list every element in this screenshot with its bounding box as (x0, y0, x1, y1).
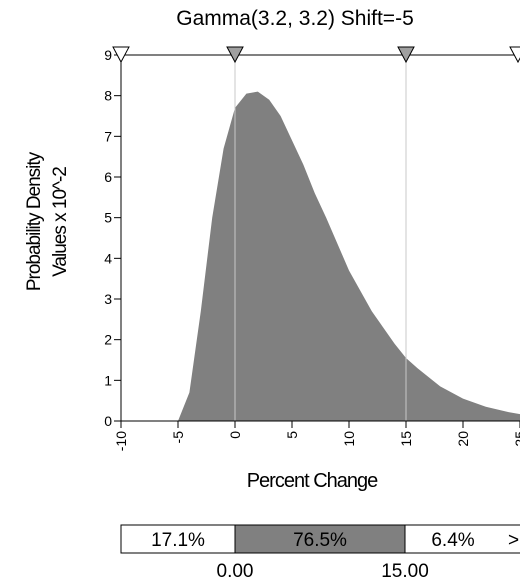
x-tick-label-5: 15 (398, 431, 414, 447)
x-tick-label-2: 0 (227, 431, 243, 439)
band-label-2: 6.4% (431, 530, 474, 551)
band-label-1: 76.5% (293, 530, 347, 551)
band-value-1: 15.00 (381, 561, 429, 582)
probability-band: 17.1% 76.5% 6.4% >0.00 15.00 (120, 524, 520, 582)
y-axis-label-line1: Probability Density (24, 151, 45, 291)
x-axis-label: Percent Change (247, 470, 378, 492)
right-limit-marker (509, 46, 520, 64)
left-limit-marker (112, 46, 130, 64)
marker-handle-0 (226, 46, 244, 64)
y-tick-label-1: 1 (104, 372, 112, 388)
y-tick-label-6: 6 (104, 169, 112, 185)
x-tick-label-3: 5 (284, 431, 300, 439)
y-tick-label-8: 8 (104, 88, 112, 104)
y-tick-label-3: 3 (104, 291, 112, 307)
y-tick-label-2: 2 (104, 332, 112, 348)
band-overflow-indicator: > (508, 530, 519, 551)
band-label-0: 17.1% (151, 530, 205, 551)
x-tick-label-4: 10 (341, 431, 357, 447)
x-tick-label-6: 20 (455, 431, 471, 447)
y-tick-label-5: 5 (104, 210, 112, 226)
marker-handle-1 (397, 46, 415, 64)
y-tick-label-7: 7 (104, 128, 112, 144)
y-axis-label: Probability Density (24, 151, 45, 291)
density-area (178, 91, 520, 421)
x-tick-label-1: -5 (170, 431, 186, 444)
band-value-0: 0.00 (217, 561, 254, 582)
y-axis-label-line2: Values x 10^-2 (50, 167, 71, 277)
x-tick-label-0: -10 (113, 431, 129, 451)
y-tick-label-4: 4 (104, 250, 112, 266)
chart-title: Gamma(3.2, 3.2) Shift=-5 (176, 7, 414, 30)
x-tick-label-7: 25 (512, 431, 520, 447)
y-axis-label-2: Values x 10^-2 (50, 167, 71, 277)
y-tick-label-0: 0 (104, 413, 112, 429)
plot-area: 0 1 2 3 4 5 6 7 8 9 -10 -5 0 5 10 15 20 25 (104, 46, 520, 451)
band-segment-2 (404, 524, 520, 554)
y-tick-label-9: 9 (104, 47, 112, 63)
